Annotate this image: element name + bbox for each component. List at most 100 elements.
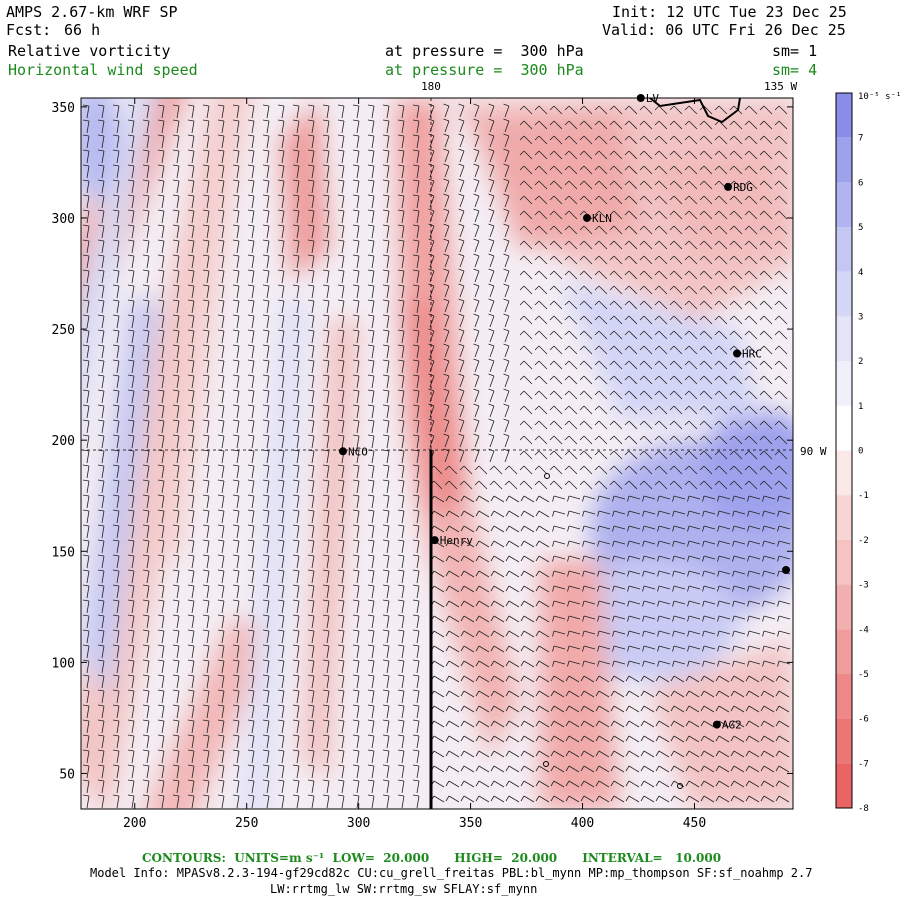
wind-barb (534, 285, 548, 295)
wind-barb (412, 464, 420, 479)
wind-barb (412, 254, 420, 269)
colorbar-swatch (836, 93, 852, 138)
wind-barb (292, 569, 300, 584)
wind-barb (82, 374, 90, 389)
wind-barb (642, 630, 656, 637)
wind-barb (684, 480, 698, 490)
wind-barb (202, 209, 210, 224)
wind-barb (443, 343, 450, 358)
wind-barb (322, 269, 330, 284)
wind-barb (669, 360, 683, 370)
wind-barb (352, 569, 360, 584)
wind-barb (307, 299, 315, 314)
wind-barb (337, 329, 345, 344)
wind-barb (567, 600, 581, 607)
wind-barb (654, 150, 668, 160)
wind-barb (352, 509, 360, 524)
wind-barb (187, 389, 195, 404)
wind-barb (112, 509, 120, 524)
wind-barb (490, 795, 505, 803)
wind-barb (277, 644, 285, 659)
wind-barb (172, 554, 180, 569)
wind-barb (475, 660, 490, 668)
station-marker (712, 720, 721, 729)
wind-barb (97, 494, 105, 509)
wind-barb (322, 599, 330, 614)
wind-barb (624, 165, 638, 175)
wind-barb (714, 375, 728, 385)
wind-barb (594, 420, 608, 430)
wind-barb (488, 253, 495, 268)
wind-barb (157, 779, 165, 794)
wind-barb (642, 660, 656, 667)
wind-barb (202, 119, 210, 134)
wind-barb (774, 435, 788, 445)
wind-barb (97, 254, 105, 269)
wind-barb (624, 120, 638, 130)
wind-barb (642, 555, 656, 562)
wind-barb (639, 135, 653, 145)
wind-barb (157, 284, 165, 299)
wind-barb (412, 374, 420, 389)
wind-barb (730, 675, 745, 683)
wind-barb (202, 464, 210, 479)
wind-barb (82, 239, 90, 254)
wind-barb (684, 435, 698, 445)
wind-barb (97, 149, 105, 164)
wind-barb (747, 645, 761, 652)
wind-barb (775, 720, 790, 728)
wind-barb (247, 599, 255, 614)
wind-barb (352, 419, 360, 434)
wind-barb (488, 223, 495, 238)
wind-barb (157, 614, 165, 629)
wind-barb (684, 390, 698, 400)
wind-barb (322, 359, 330, 374)
wind-barb (97, 659, 105, 674)
wind-barb (412, 419, 420, 434)
wind-barb (337, 254, 345, 269)
wind-barb (97, 719, 105, 734)
wind-barb (473, 103, 480, 118)
wind-barb (307, 374, 315, 389)
wind-barb (657, 660, 671, 667)
wind-barb (564, 405, 578, 415)
wind-barb (594, 135, 608, 145)
wind-barb (187, 599, 195, 614)
wind-barb (202, 194, 210, 209)
wind-barb (367, 479, 375, 494)
wind-barb (625, 720, 640, 728)
wind-barb (322, 179, 330, 194)
wind-barb (595, 750, 610, 758)
wind-barb (460, 570, 475, 578)
wind-barb (639, 225, 653, 235)
wind-barb (217, 614, 225, 629)
wind-barb (202, 614, 210, 629)
wind-barb (247, 479, 255, 494)
wind-barb (397, 434, 405, 449)
wind-barb (172, 524, 180, 539)
wind-barb (142, 359, 150, 374)
wind-barb (142, 344, 150, 359)
wind-barb (503, 103, 510, 118)
wind-barb (534, 435, 548, 445)
wind-barb (112, 149, 120, 164)
wind-barb (684, 150, 698, 160)
wind-barb (549, 375, 563, 385)
wind-barb (519, 255, 533, 265)
wind-barb (580, 720, 595, 728)
wind-barb (639, 210, 653, 220)
wind-barb (654, 195, 668, 205)
wind-barb (247, 209, 255, 224)
wind-barb (217, 254, 225, 269)
colorbar-label: -5 (858, 670, 869, 680)
wind-barb (640, 735, 655, 743)
wind-barb (700, 705, 715, 713)
wind-barb (535, 690, 550, 698)
wind-barb (322, 584, 330, 599)
wind-barb (488, 373, 495, 388)
wind-barb (277, 419, 285, 434)
wind-barb (774, 420, 788, 430)
wind-barb (127, 284, 135, 299)
wind-barb (307, 599, 315, 614)
